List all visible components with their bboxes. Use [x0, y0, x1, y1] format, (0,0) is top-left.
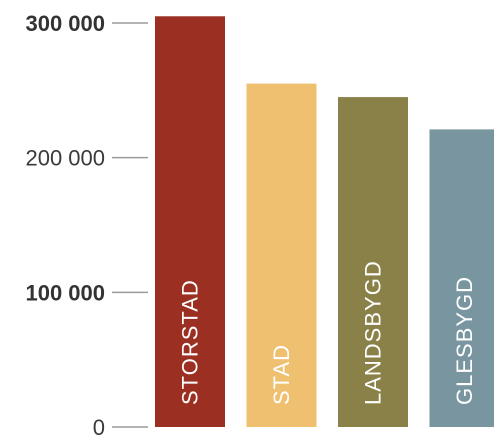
bar-label-stad: STAD: [269, 344, 294, 405]
y-tick-label: 0: [93, 415, 105, 438]
bar-stad: [246, 83, 317, 427]
bar-glesbygd: [429, 129, 494, 428]
y-tick-label: 100 000: [25, 280, 105, 305]
y-tick-label: 200 000: [25, 146, 105, 171]
bar-label-storstad: STORSTAD: [178, 279, 203, 405]
bar-label-landsbygd: LANDSBYGD: [361, 260, 386, 405]
y-axis: 300 000 200 000 100 000 0: [25, 11, 148, 438]
bar-landsbygd: [338, 97, 408, 428]
y-tick-label: 300 000: [25, 11, 105, 36]
bar-storstad: [155, 16, 225, 428]
bar-label-glesbygd: GLESBYGD: [452, 276, 477, 405]
bars: STORSTAD STAD LANDSBYGD GLESBYGD: [155, 16, 494, 428]
